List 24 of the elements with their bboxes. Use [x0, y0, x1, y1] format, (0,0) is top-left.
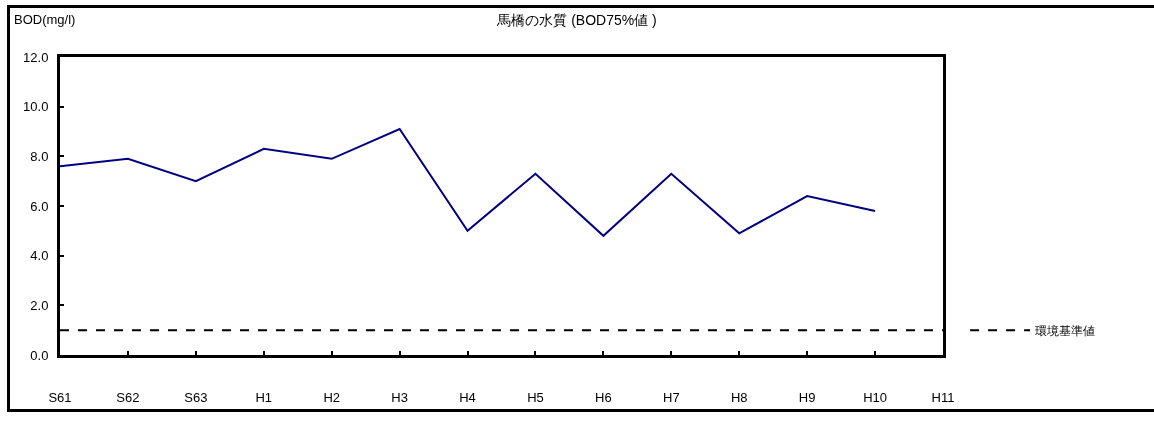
- ref-line-label: 環境基準値: [1035, 323, 1096, 338]
- y-tick-label: 6.0: [30, 198, 49, 214]
- y-tick-label: 10.0: [23, 99, 49, 115]
- x-tick-label: S62: [116, 389, 140, 405]
- x-tick-label: H10: [863, 389, 888, 405]
- x-tick-label: S61: [48, 389, 72, 405]
- y-tick-label: 4.0: [30, 248, 49, 264]
- x-tick-label: H7: [663, 389, 680, 405]
- x-tick-label: H11: [931, 389, 955, 405]
- x-tick-label: H9: [798, 389, 816, 405]
- x-tick-label: H5: [527, 389, 544, 405]
- x-tick-label: H1: [255, 389, 273, 405]
- y-tick-label: 8.0: [30, 148, 49, 164]
- chart-title: 馬橋の水質 (BOD75%値 ): [496, 11, 657, 28]
- y-tick-label: 12.0: [23, 49, 49, 65]
- y-tick-label: 0.0: [30, 347, 49, 363]
- x-tick-label: H8: [730, 389, 748, 405]
- x-tick-label: H3: [391, 389, 408, 405]
- y-tick-label: 2.0: [30, 297, 49, 313]
- x-tick-label: H4: [459, 389, 476, 405]
- x-tick-label: H6: [595, 389, 612, 405]
- x-tick-label: S63: [184, 389, 208, 405]
- x-tick-label: H2: [323, 389, 340, 405]
- y-axis-title: BOD(mg/l): [14, 12, 76, 27]
